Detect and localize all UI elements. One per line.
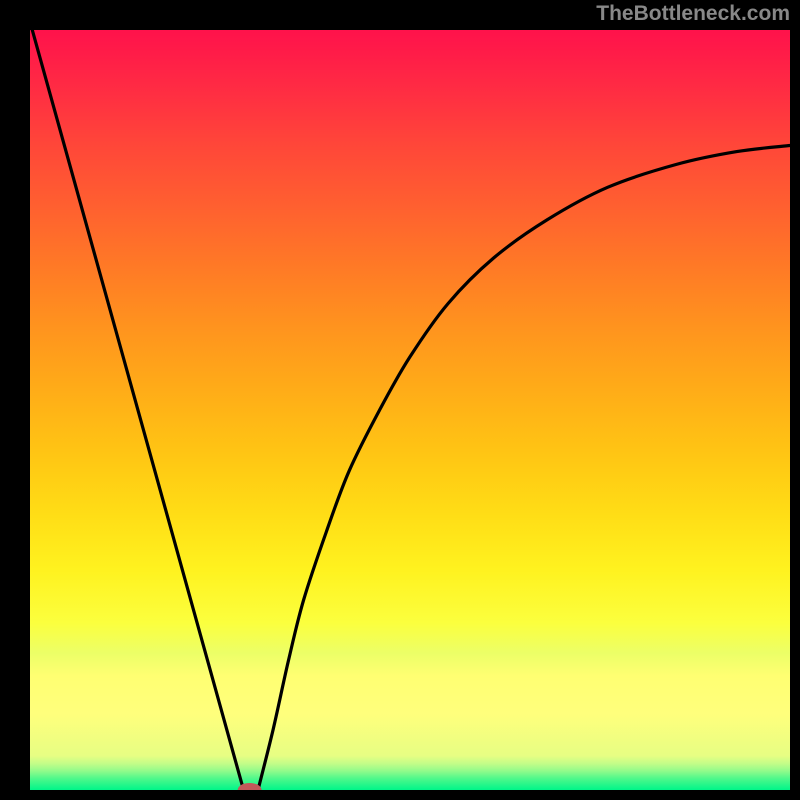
gradient-background [30,30,790,790]
chart-svg [0,0,800,800]
optimal-marker [238,783,262,797]
chart-frame: TheBottleneck.com [0,0,800,800]
